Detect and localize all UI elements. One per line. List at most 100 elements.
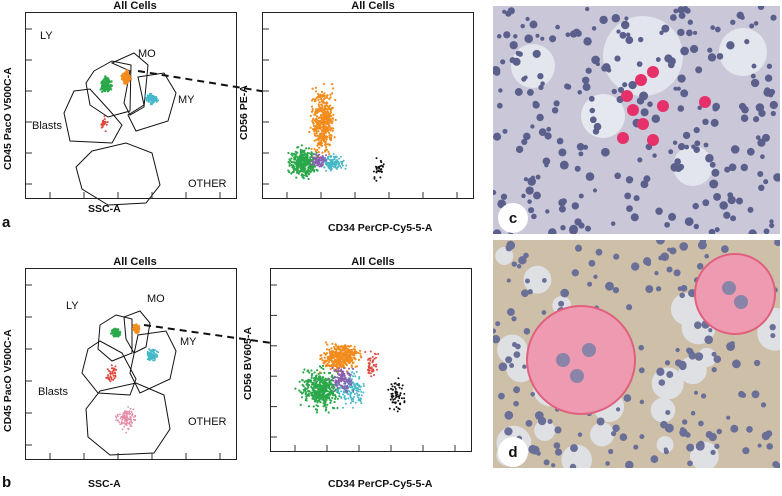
black-event [388,407,391,410]
megakaryocyte [526,305,636,415]
nucleus [677,142,686,151]
gate-label-blasts: Blasts [38,386,68,398]
nucleus [581,76,590,85]
purple-event [337,382,340,385]
nucleus [506,308,515,316]
nucleus [538,128,547,136]
ly-event [298,170,301,173]
mo-event [314,150,317,153]
mo-event [324,353,327,356]
mo-event [354,365,357,368]
ly-event [307,369,310,372]
ly-event [294,157,297,160]
black-event [372,170,375,173]
nucleus [769,100,778,110]
blast-event [364,351,367,353]
purple-event [325,154,327,157]
mo-event [325,359,328,363]
purple-event [332,377,335,380]
ly-event [322,402,325,405]
purple-event [340,373,343,376]
purple-event [348,380,351,383]
ly-event [318,393,321,396]
megakaryocyte-nucleus [734,295,748,309]
mo-event [314,113,317,116]
nucleus [664,221,670,228]
ly-event [322,389,325,392]
purple-event [334,379,337,382]
mo-event [330,347,333,350]
nucleus [585,67,592,74]
mo-event [332,113,335,116]
mo-event [352,356,355,359]
nucleus [758,109,766,117]
mo-event [328,357,331,360]
nucleus [770,110,776,117]
nucleus [509,41,518,50]
nucleus [664,423,674,433]
black-event [394,390,397,393]
mo-event [318,101,321,104]
ly-event [299,152,302,155]
nucleus [537,72,544,80]
ly-event [306,382,309,385]
nucleus [726,415,731,420]
blast-event [106,368,109,371]
mo-event [311,109,314,113]
mo-event [348,361,351,365]
mo-event [129,77,133,81]
purple-event [316,160,319,163]
ly-event [310,394,313,397]
nucleus [498,88,503,93]
black-event [393,386,396,388]
nucleus [575,30,582,37]
nucleus [527,289,533,295]
nucleus [504,427,513,436]
blast-event [106,121,109,123]
nucleus [559,160,569,170]
nucleus [755,135,761,140]
ly-event [327,383,331,386]
ly-event [115,329,119,332]
nucleus [511,316,517,322]
black-event [394,382,397,385]
photo-letter-d: d [498,437,528,467]
ly-event [333,400,336,404]
mo-event [323,352,326,355]
mo-event [330,365,333,368]
mo-event [324,131,328,134]
mo-event [327,119,330,122]
nucleus [655,286,662,292]
megakaryocyte-nucleus [582,343,596,357]
purple-event [324,159,327,162]
ly-event [323,378,326,381]
blast-event [113,368,116,371]
purple-event [343,380,346,383]
nucleus [533,191,541,200]
ly-event [319,395,322,398]
ly-event [325,406,328,409]
mo-event [313,100,316,103]
nucleus [690,410,696,416]
nucleus [498,362,508,372]
black-event [390,383,393,386]
nucleus [673,269,681,277]
nucleus [577,432,583,437]
nucleus [576,142,585,151]
nucleus [585,225,591,232]
mo-event [132,327,135,331]
nucleus [551,107,559,114]
gate-plot-b-svg [26,284,313,459]
nucleus [647,101,653,107]
blast-event [107,374,110,377]
black-event [397,377,400,380]
ly-event [294,387,297,390]
other-event [127,410,129,413]
nucleus [773,173,780,182]
stained-cell [617,132,629,144]
black-event [397,399,400,402]
purple-event [337,380,340,383]
other-event [130,425,133,427]
black-event [403,397,406,400]
my-event [340,390,343,393]
